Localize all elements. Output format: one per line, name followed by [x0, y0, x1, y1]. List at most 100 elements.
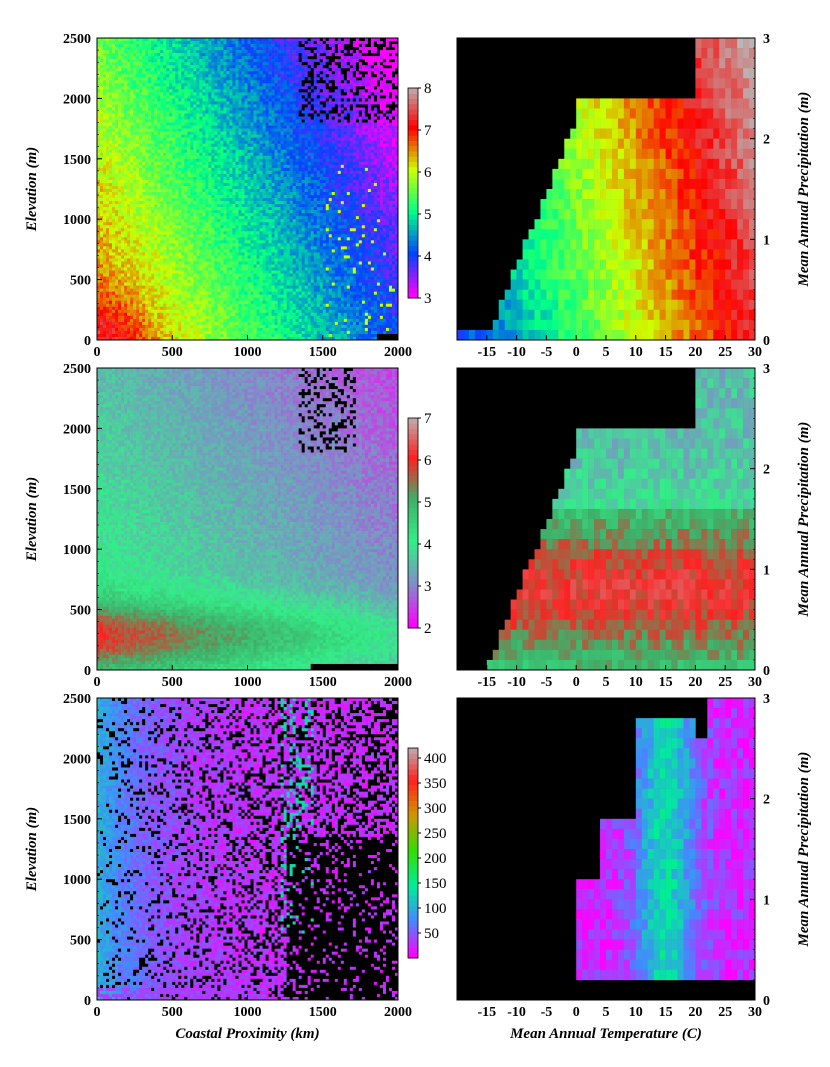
heatmap-cell	[388, 131, 393, 135]
heatmap-cell	[352, 137, 357, 141]
heatmap-cell	[394, 170, 399, 175]
heatmap-cell	[136, 44, 140, 48]
heatmap-cell	[205, 143, 209, 148]
heatmap-cell	[202, 53, 206, 57]
heatmap-cell	[145, 38, 149, 42]
heatmap-cell	[235, 146, 239, 151]
heatmap-cell	[304, 155, 308, 160]
heatmap-cell	[97, 125, 101, 129]
heatmap-cell	[100, 161, 104, 166]
heatmap-cell	[292, 161, 296, 166]
heatmap-cell	[193, 95, 197, 99]
heatmap-cell	[331, 56, 336, 60]
heatmap-cell	[187, 83, 191, 87]
heatmap-cell	[358, 179, 363, 184]
heatmap-cell	[292, 107, 296, 111]
heatmap-cell	[307, 38, 312, 42]
heatmap-cell	[214, 80, 218, 84]
heatmap-cell	[190, 74, 194, 78]
heatmap-cell	[238, 155, 242, 160]
heatmap-cell	[244, 161, 248, 166]
heatmap-cell	[112, 125, 116, 129]
heatmap-cell	[223, 47, 227, 51]
heatmap-cell	[328, 176, 333, 181]
heatmap-cell	[217, 131, 221, 135]
heatmap-cell	[346, 107, 351, 111]
heatmap-cell	[217, 182, 221, 187]
heatmap-cell	[349, 113, 354, 117]
heatmap-cell	[238, 92, 242, 96]
heatmap-cell	[349, 116, 354, 120]
heatmap-cell	[118, 158, 122, 163]
heatmap-cell	[277, 140, 281, 144]
heatmap-cell	[301, 44, 305, 48]
heatmap-cell	[346, 179, 351, 184]
heatmap-cell	[160, 71, 164, 75]
heatmap-cell	[226, 98, 230, 102]
heatmap-cell	[265, 122, 269, 126]
heatmap-cell	[286, 176, 290, 181]
heatmap-cell	[148, 56, 152, 60]
heatmap-cell	[145, 185, 149, 190]
heatmap-cell	[109, 95, 113, 99]
heatmap-cell	[307, 83, 312, 87]
heatmap-cell	[313, 134, 318, 138]
heatmap-cell	[109, 59, 113, 63]
heatmap-cell	[166, 176, 170, 181]
heatmap-cell	[307, 50, 312, 54]
heatmap-cell	[307, 68, 312, 72]
heatmap-cell	[394, 146, 399, 151]
heatmap-cell	[385, 182, 390, 187]
heatmap-cell	[205, 128, 209, 132]
heatmap-cell	[292, 71, 296, 75]
heatmap-cell	[196, 176, 200, 181]
heatmap-cell	[289, 137, 293, 141]
heatmap-cell	[283, 140, 287, 144]
heatmap-cell	[325, 170, 330, 175]
heatmap-cell	[256, 92, 260, 96]
heatmap-cell	[292, 98, 296, 102]
heatmap-cell	[220, 122, 224, 126]
heatmap-cell	[169, 176, 173, 181]
heatmap-cell	[217, 107, 221, 111]
heatmap-cell	[145, 116, 149, 120]
heatmap-cell	[370, 98, 375, 102]
heatmap-cell	[256, 98, 260, 102]
heatmap-cell	[232, 89, 236, 93]
heatmap-cell	[370, 155, 375, 160]
heatmap-cell	[232, 95, 236, 99]
heatmap-cell	[250, 185, 254, 190]
heatmap-cell	[250, 101, 254, 105]
heatmap-cell	[118, 107, 122, 111]
heatmap-cell	[181, 92, 185, 96]
heatmap-cell	[208, 71, 212, 75]
heatmap-cell	[235, 161, 239, 166]
heatmap-cell	[151, 161, 155, 166]
heatmap-cell	[103, 74, 107, 78]
heatmap-cell	[379, 44, 384, 48]
heatmap-cell	[283, 38, 287, 42]
heatmap-cell	[334, 176, 339, 181]
heatmap-cell	[160, 113, 164, 117]
heatmap-cell	[190, 110, 194, 114]
heatmap-cell	[394, 128, 399, 132]
heatmap-cell	[193, 137, 197, 141]
heatmap-cell	[325, 74, 330, 78]
heatmap-cell	[157, 170, 161, 175]
heatmap-cell	[355, 182, 360, 187]
heatmap-cell	[358, 131, 363, 135]
heatmap-cell	[295, 101, 299, 105]
heatmap-cell	[304, 101, 308, 105]
heatmap-cell	[223, 110, 227, 114]
heatmap-cell	[223, 137, 227, 141]
heatmap-cell	[271, 146, 275, 151]
heatmap-cell	[292, 53, 296, 57]
heatmap-cell	[175, 89, 179, 93]
heatmap-cell	[292, 146, 296, 151]
heatmap-cell	[355, 56, 360, 60]
heatmap-cell	[283, 47, 287, 51]
heatmap-cell	[226, 143, 230, 148]
heatmap-cell	[112, 77, 116, 81]
heatmap-cell	[301, 107, 305, 111]
heatmap-cell	[118, 68, 122, 72]
